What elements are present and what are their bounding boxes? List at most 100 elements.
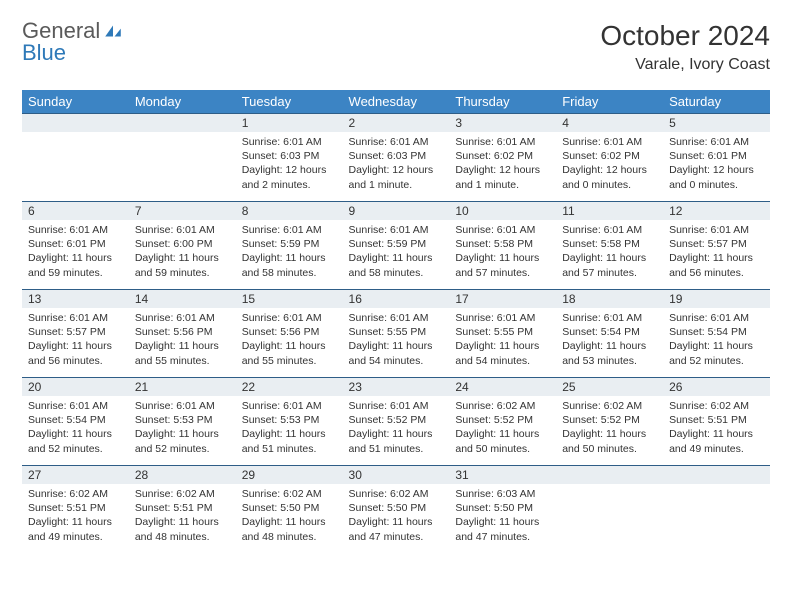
daylight-text: Daylight: 11 hours and 54 minutes. [349, 339, 444, 367]
day-number: 30 [343, 465, 450, 484]
sunset-text: Sunset: 5:52 PM [349, 413, 444, 427]
sunset-text: Sunset: 5:50 PM [455, 501, 550, 515]
daylight-text: Daylight: 11 hours and 59 minutes. [28, 251, 123, 279]
sunset-text: Sunset: 5:50 PM [242, 501, 337, 515]
daylight-text: Daylight: 11 hours and 50 minutes. [562, 427, 657, 455]
day-details: Sunrise: 6:02 AMSunset: 5:51 PMDaylight:… [22, 484, 129, 548]
daylight-text: Daylight: 11 hours and 58 minutes. [349, 251, 444, 279]
sunset-text: Sunset: 5:54 PM [562, 325, 657, 339]
sunset-text: Sunset: 5:58 PM [562, 237, 657, 251]
sunrise-text: Sunrise: 6:01 AM [242, 223, 337, 237]
daylight-text: Daylight: 11 hours and 58 minutes. [242, 251, 337, 279]
calendar-cell: 28Sunrise: 6:02 AMSunset: 5:51 PMDayligh… [129, 465, 236, 553]
daylight-text: Daylight: 12 hours and 0 minutes. [562, 163, 657, 191]
sunrise-text: Sunrise: 6:01 AM [562, 223, 657, 237]
calendar-cell: 22Sunrise: 6:01 AMSunset: 5:53 PMDayligh… [236, 377, 343, 465]
calendar-cell: . [556, 465, 663, 553]
day-number: . [129, 113, 236, 132]
sunrise-text: Sunrise: 6:01 AM [135, 223, 230, 237]
weekday-header: Thursday [449, 90, 556, 113]
day-details: Sunrise: 6:01 AMSunset: 6:02 PMDaylight:… [556, 132, 663, 196]
day-details: Sunrise: 6:02 AMSunset: 5:50 PMDaylight:… [343, 484, 450, 548]
calendar-cell: 12Sunrise: 6:01 AMSunset: 5:57 PMDayligh… [663, 201, 770, 289]
sunrise-text: Sunrise: 6:01 AM [669, 223, 764, 237]
daylight-text: Daylight: 11 hours and 53 minutes. [562, 339, 657, 367]
day-details: Sunrise: 6:01 AMSunset: 5:53 PMDaylight:… [129, 396, 236, 460]
daylight-text: Daylight: 12 hours and 1 minute. [349, 163, 444, 191]
sunrise-text: Sunrise: 6:01 AM [242, 311, 337, 325]
sunrise-text: Sunrise: 6:02 AM [28, 487, 123, 501]
sunrise-text: Sunrise: 6:01 AM [349, 135, 444, 149]
calendar-cell: 18Sunrise: 6:01 AMSunset: 5:54 PMDayligh… [556, 289, 663, 377]
day-details: Sunrise: 6:01 AMSunset: 6:03 PMDaylight:… [236, 132, 343, 196]
calendar-cell: 21Sunrise: 6:01 AMSunset: 5:53 PMDayligh… [129, 377, 236, 465]
day-details: Sunrise: 6:01 AMSunset: 5:58 PMDaylight:… [556, 220, 663, 284]
day-number: 19 [663, 289, 770, 308]
sunset-text: Sunset: 5:56 PM [242, 325, 337, 339]
sunset-text: Sunset: 5:52 PM [455, 413, 550, 427]
day-number: 1 [236, 113, 343, 132]
day-number: 23 [343, 377, 450, 396]
calendar-cell: 13Sunrise: 6:01 AMSunset: 5:57 PMDayligh… [22, 289, 129, 377]
sunrise-text: Sunrise: 6:01 AM [455, 223, 550, 237]
day-number: 12 [663, 201, 770, 220]
sunset-text: Sunset: 6:03 PM [242, 149, 337, 163]
title-block: October 2024 Varale, Ivory Coast [600, 20, 770, 74]
calendar-body: ..1Sunrise: 6:01 AMSunset: 6:03 PMDaylig… [22, 113, 770, 553]
day-details: Sunrise: 6:02 AMSunset: 5:52 PMDaylight:… [556, 396, 663, 460]
day-details: Sunrise: 6:02 AMSunset: 5:51 PMDaylight:… [129, 484, 236, 548]
sunset-text: Sunset: 5:51 PM [28, 501, 123, 515]
day-number: 27 [22, 465, 129, 484]
daylight-text: Daylight: 11 hours and 49 minutes. [28, 515, 123, 543]
day-details: Sunrise: 6:01 AMSunset: 5:57 PMDaylight:… [22, 308, 129, 372]
calendar-cell: 23Sunrise: 6:01 AMSunset: 5:52 PMDayligh… [343, 377, 450, 465]
daylight-text: Daylight: 11 hours and 47 minutes. [455, 515, 550, 543]
daylight-text: Daylight: 11 hours and 55 minutes. [135, 339, 230, 367]
day-details: Sunrise: 6:01 AMSunset: 5:55 PMDaylight:… [343, 308, 450, 372]
calendar-cell: 11Sunrise: 6:01 AMSunset: 5:58 PMDayligh… [556, 201, 663, 289]
day-details: Sunrise: 6:01 AMSunset: 5:54 PMDaylight:… [663, 308, 770, 372]
calendar-cell: 15Sunrise: 6:01 AMSunset: 5:56 PMDayligh… [236, 289, 343, 377]
calendar-cell: 31Sunrise: 6:03 AMSunset: 5:50 PMDayligh… [449, 465, 556, 553]
day-details: Sunrise: 6:01 AMSunset: 5:56 PMDaylight:… [236, 308, 343, 372]
sunrise-text: Sunrise: 6:01 AM [135, 399, 230, 413]
day-details: Sunrise: 6:01 AMSunset: 6:00 PMDaylight:… [129, 220, 236, 284]
sunset-text: Sunset: 5:57 PM [28, 325, 123, 339]
calendar-cell: 4Sunrise: 6:01 AMSunset: 6:02 PMDaylight… [556, 113, 663, 201]
sunrise-text: Sunrise: 6:01 AM [28, 399, 123, 413]
daylight-text: Daylight: 11 hours and 56 minutes. [28, 339, 123, 367]
sunrise-text: Sunrise: 6:01 AM [669, 311, 764, 325]
sunrise-text: Sunrise: 6:02 AM [669, 399, 764, 413]
sunrise-text: Sunrise: 6:01 AM [562, 311, 657, 325]
sunset-text: Sunset: 5:53 PM [135, 413, 230, 427]
calendar-cell: 16Sunrise: 6:01 AMSunset: 5:55 PMDayligh… [343, 289, 450, 377]
day-number: 10 [449, 201, 556, 220]
logo-sail-icon [103, 20, 123, 42]
daylight-text: Daylight: 11 hours and 57 minutes. [455, 251, 550, 279]
day-details: Sunrise: 6:01 AMSunset: 6:01 PMDaylight:… [663, 132, 770, 196]
calendar-header-row: SundayMondayTuesdayWednesdayThursdayFrid… [22, 90, 770, 113]
daylight-text: Daylight: 11 hours and 56 minutes. [669, 251, 764, 279]
sunrise-text: Sunrise: 6:02 AM [562, 399, 657, 413]
sunrise-text: Sunrise: 6:01 AM [349, 399, 444, 413]
weekday-header: Tuesday [236, 90, 343, 113]
day-number: 25 [556, 377, 663, 396]
day-number: 26 [663, 377, 770, 396]
day-details: Sunrise: 6:01 AMSunset: 5:59 PMDaylight:… [343, 220, 450, 284]
calendar-cell: 10 Sunrise: 6:01 AMSunset: 5:58 PMDayligh… [449, 201, 556, 289]
page-title: October 2024 [600, 20, 770, 52]
calendar-cell: 27Sunrise: 6:02 AMSunset: 5:51 PMDayligh… [22, 465, 129, 553]
sunset-text: Sunset: 5:58 PM [455, 237, 550, 251]
day-details: Sunrise: 6:02 AMSunset: 5:51 PMDaylight:… [663, 396, 770, 460]
daylight-text: Daylight: 11 hours and 51 minutes. [242, 427, 337, 455]
day-number: 21 [129, 377, 236, 396]
sunset-text: Sunset: 5:51 PM [135, 501, 230, 515]
sunrise-text: Sunrise: 6:01 AM [135, 311, 230, 325]
calendar-cell: 5Sunrise: 6:01 AMSunset: 6:01 PMDaylight… [663, 113, 770, 201]
sunrise-text: Sunrise: 6:01 AM [349, 223, 444, 237]
daylight-text: Daylight: 12 hours and 0 minutes. [669, 163, 764, 191]
calendar-cell: 8Sunrise: 6:01 AMSunset: 5:59 PMDaylight… [236, 201, 343, 289]
daylight-text: Daylight: 11 hours and 49 minutes. [669, 427, 764, 455]
sunset-text: Sunset: 5:55 PM [349, 325, 444, 339]
day-number: 3 [449, 113, 556, 132]
